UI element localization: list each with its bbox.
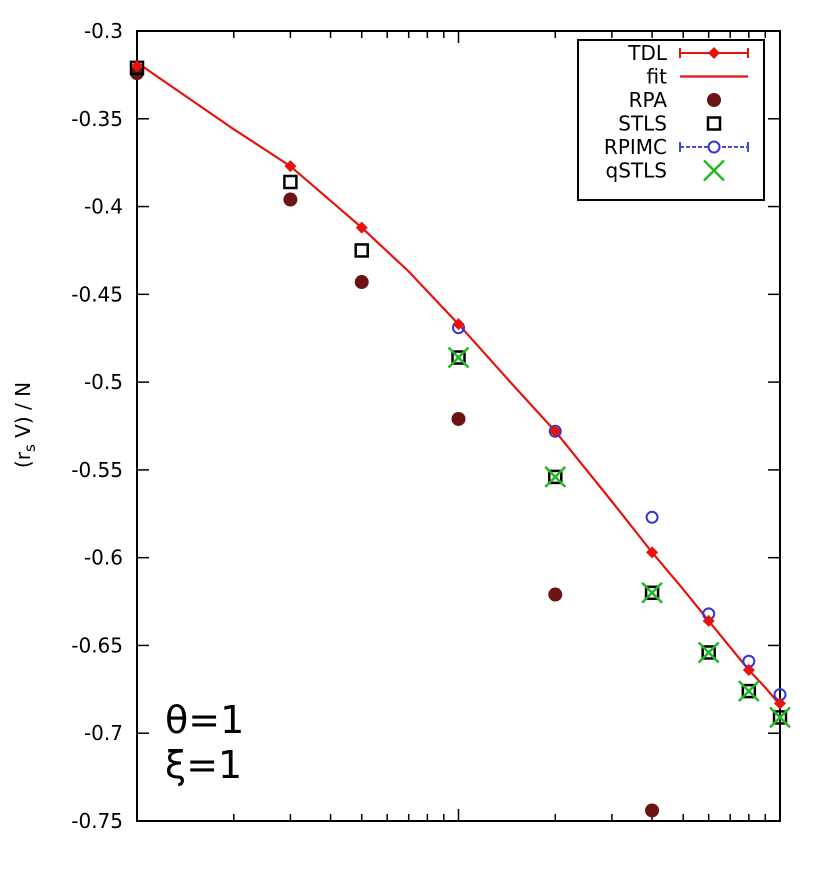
legend-swatch-rpimc-marker — [707, 140, 721, 154]
legend-swatch-stls — [706, 116, 722, 131]
y-tick-label: -0.75 — [71, 809, 123, 833]
y-tick-label: -0.3 — [84, 19, 123, 43]
series-qstls-point-stroke-b — [447, 346, 470, 369]
series-tdl-point — [284, 160, 297, 173]
legend-swatch-rpa — [707, 93, 721, 107]
series-tdl-point — [355, 221, 368, 234]
series-stls-point — [741, 683, 757, 699]
series-qstls-point-stroke-b — [697, 641, 720, 664]
y-tick-label: -0.65 — [71, 633, 123, 657]
series-tdl-point — [702, 614, 715, 627]
series-qstls-point — [697, 641, 720, 664]
legend-swatch-tdl-marker — [708, 47, 720, 59]
annotation-theta: θ=1 — [165, 698, 244, 742]
legend-label-fit: fit — [647, 65, 668, 89]
legend-label-stls: STLS — [618, 112, 667, 136]
series-stls-point — [644, 585, 660, 601]
data-series — [129, 60, 791, 818]
series-tdl-point — [646, 546, 659, 559]
legend-swatch-qstls — [703, 159, 725, 182]
series-tdl-point — [549, 425, 562, 438]
legend-label-tdl: TDL — [627, 41, 668, 65]
series-qstls-point-stroke-b — [544, 466, 567, 488]
series-qstls-point — [544, 466, 567, 488]
series-qstls-point — [737, 680, 760, 702]
y-tick-label: -0.35 — [71, 107, 123, 131]
series-qstls-point-stroke-b — [641, 581, 663, 604]
series-rpa-point — [451, 411, 466, 426]
series-stls-point — [451, 350, 466, 365]
series-rpa-point — [645, 803, 660, 818]
series-qstls-point — [447, 346, 470, 369]
y-axis-label: (rs V) / N — [11, 382, 39, 468]
series-tdl-point — [131, 60, 143, 73]
y-tick-label: -0.55 — [71, 458, 123, 482]
series-tdl-point — [452, 318, 465, 331]
series-qstls-point-stroke-b — [769, 706, 791, 729]
legend-box — [577, 39, 765, 201]
series-rpa-point — [548, 587, 563, 602]
series-qstls-point-stroke-b — [737, 680, 760, 702]
legend-label-rpimc: RPIMC — [604, 135, 667, 159]
y-tick-label: -0.45 — [71, 282, 123, 306]
annotation-xi: ξ=1 — [165, 743, 242, 787]
y-tick-label: -0.7 — [84, 721, 123, 745]
y-tick-labels: -0.3 -0.35 -0.4 -0.45 -0.5 -0.55 -0.6 -0.65 -0.7… — [71, 19, 123, 833]
series-qstls-point — [769, 706, 791, 729]
axis-ticks — [136, 30, 780, 822]
series-rpa-point — [354, 275, 369, 290]
y-axis-label-pre: (r — [11, 451, 35, 468]
series-stls-point — [701, 645, 716, 660]
series-rpa-point — [283, 192, 298, 207]
series-fit-line — [136, 61, 781, 706]
legend-label-rpa: RPA — [629, 88, 668, 112]
series-stls-point — [354, 243, 369, 258]
series-stls-point — [548, 469, 563, 485]
y-tick-label: -0.6 — [84, 546, 123, 570]
y-axis-label-post: V) / N — [11, 382, 35, 444]
legend-swatch-qstls-stroke-b — [703, 159, 725, 182]
series-stls-point — [283, 174, 298, 190]
series-qstls-point — [641, 581, 663, 604]
series-tdl-point — [742, 664, 755, 677]
legend-label-qstls: qSTLS — [606, 159, 667, 183]
y-tick-label: -0.4 — [84, 195, 123, 219]
series-tdl-point — [774, 697, 786, 710]
y-axis-label-sub: s — [21, 444, 39, 452]
series-rpimc-point — [645, 510, 659, 524]
y-tick-label: -0.5 — [84, 370, 123, 394]
series-stls-point — [772, 710, 788, 725]
